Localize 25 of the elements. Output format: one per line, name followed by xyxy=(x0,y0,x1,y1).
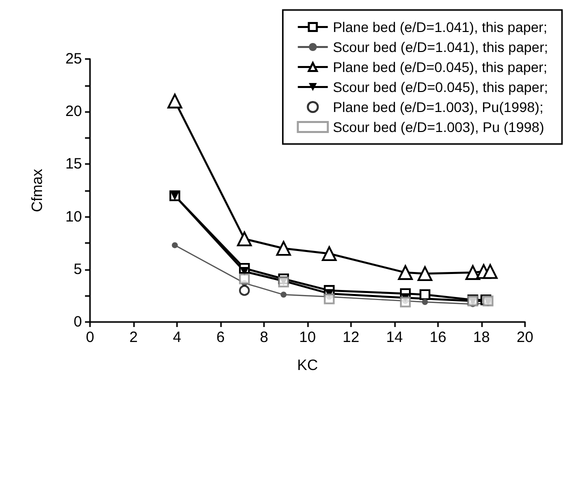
y-tick-label: 0 xyxy=(74,314,82,330)
y-tick-label: 5 xyxy=(74,260,82,278)
x-tick-label: 18 xyxy=(473,329,490,346)
x-tick-label: 14 xyxy=(386,329,403,346)
x-tick-label: 0 xyxy=(86,329,94,346)
legend-label: Scour bed (e/D=0.045), this paper; xyxy=(332,79,548,95)
y-tick-label: 25 xyxy=(65,50,82,68)
legend-label: Plane bed (e/D=1.041), this paper; xyxy=(332,19,548,35)
x-tick-label: 16 xyxy=(430,329,446,346)
y-tick-label: 20 xyxy=(65,103,82,120)
legend-label: Plane bed (e/D=1.003), Pu(1998); xyxy=(332,99,544,115)
x-tick-label: 4 xyxy=(172,329,182,346)
x-tick-label: 8 xyxy=(260,329,268,346)
x-tick-label: 10 xyxy=(299,329,316,346)
x-tick-label: 6 xyxy=(216,329,225,346)
legend-label: Scour bed (e/D=1.003), Pu (1998) xyxy=(332,119,544,135)
y-tick-label: 15 xyxy=(65,156,82,173)
legend-label: Scour bed (e/D=1.041), this paper; xyxy=(332,39,548,55)
x-tick-label: 20 xyxy=(516,329,534,346)
legend-label: Plane bed (e/D=0.045), this paper; xyxy=(332,59,548,75)
x-axis-title: KC xyxy=(297,357,318,374)
x-tick-label: 12 xyxy=(342,329,360,346)
y-tick-label: 10 xyxy=(65,208,82,226)
x-tick-label: 2 xyxy=(129,329,138,346)
y-axis-title: Cfmax xyxy=(29,168,46,212)
